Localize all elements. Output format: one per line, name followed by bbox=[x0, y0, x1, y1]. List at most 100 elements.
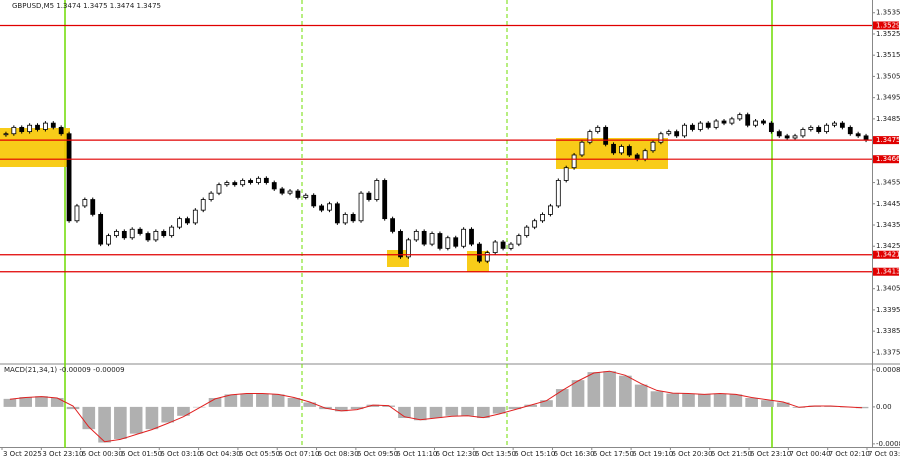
candle bbox=[350, 214, 356, 222]
macd-bar bbox=[50, 397, 64, 407]
candle bbox=[224, 182, 230, 186]
candle bbox=[697, 122, 703, 130]
y-tick-label: 1.3375 bbox=[876, 348, 900, 356]
x-tick-label: 6 Oct 01:50 bbox=[121, 450, 162, 458]
y-tick-label: 1.3405 bbox=[876, 285, 900, 293]
candle bbox=[492, 241, 498, 254]
candle bbox=[358, 192, 364, 222]
candle bbox=[398, 230, 403, 258]
y-tick-label: 1.3515 bbox=[876, 51, 900, 59]
macd-bar bbox=[477, 406, 490, 419]
candle bbox=[437, 233, 443, 249]
level-label: 1.3421 bbox=[876, 251, 900, 259]
candle bbox=[114, 230, 119, 237]
candle bbox=[74, 205, 80, 222]
level-tag bbox=[873, 250, 899, 259]
candle bbox=[66, 133, 72, 222]
candle bbox=[500, 241, 506, 249]
x-tick-label: 7 Oct 03:35 bbox=[868, 450, 900, 458]
x-tick-label: 6 Oct 09:50 bbox=[357, 450, 398, 458]
x-tick-label: 6 Oct 13:50 bbox=[475, 450, 516, 458]
candle bbox=[366, 192, 372, 200]
y-tick-label: 1.3505 bbox=[876, 72, 900, 80]
macd-bar bbox=[666, 393, 680, 407]
candle bbox=[682, 124, 687, 137]
macd-bar bbox=[114, 406, 127, 439]
candle bbox=[200, 199, 206, 211]
macd-bar bbox=[445, 406, 459, 416]
candle bbox=[579, 141, 585, 156]
candle bbox=[855, 133, 861, 137]
candle bbox=[674, 131, 680, 137]
candle bbox=[603, 126, 609, 145]
candle bbox=[800, 129, 806, 137]
level-label: 1.3475 bbox=[876, 136, 900, 144]
x-tick-label: 6 Oct 12:30 bbox=[436, 450, 477, 458]
candle bbox=[832, 122, 837, 126]
macd-bar bbox=[492, 406, 506, 414]
macd-bar bbox=[555, 389, 569, 407]
candle bbox=[106, 235, 111, 245]
macd-bar bbox=[82, 406, 96, 430]
candle bbox=[626, 146, 632, 156]
macd-bar bbox=[145, 406, 159, 430]
macd-bar bbox=[761, 400, 774, 407]
y-tick-label: 1.3425 bbox=[876, 242, 900, 250]
candle bbox=[11, 126, 17, 135]
macd-bar bbox=[413, 406, 427, 421]
candle bbox=[776, 131, 782, 137]
candle bbox=[847, 126, 853, 135]
candle bbox=[461, 228, 467, 247]
zone-box bbox=[387, 250, 409, 267]
candle bbox=[453, 237, 459, 247]
candle bbox=[319, 205, 324, 211]
candle bbox=[405, 239, 411, 258]
candle bbox=[737, 114, 743, 120]
candle bbox=[374, 180, 380, 200]
macd-bar bbox=[19, 397, 32, 407]
level-label: 1.3413 bbox=[876, 268, 900, 276]
y-tick-label: 1.3495 bbox=[876, 94, 900, 102]
candle bbox=[595, 126, 601, 133]
candle bbox=[185, 218, 190, 224]
candle bbox=[153, 230, 159, 241]
candle bbox=[287, 190, 293, 194]
macd-bar bbox=[240, 393, 253, 407]
candle bbox=[413, 230, 419, 241]
candle bbox=[611, 143, 616, 154]
candle bbox=[745, 114, 751, 126]
x-tick-label: 6 Oct 23:10 bbox=[750, 450, 791, 458]
candle bbox=[334, 203, 340, 224]
macd-bar bbox=[224, 394, 238, 407]
candle bbox=[784, 135, 790, 139]
candle bbox=[666, 131, 672, 135]
level-tag bbox=[873, 267, 899, 276]
candle bbox=[137, 228, 143, 234]
x-tick-label: 6 Oct 05:50 bbox=[239, 450, 280, 458]
candle bbox=[524, 226, 530, 237]
candle bbox=[311, 194, 317, 207]
macd-bar bbox=[745, 397, 758, 407]
x-tick-label: 6 Oct 00:30 bbox=[82, 450, 123, 458]
x-tick-label: 6 Oct 03:10 bbox=[160, 450, 201, 458]
candle bbox=[729, 118, 735, 124]
macd-bar bbox=[382, 405, 395, 407]
candle bbox=[587, 131, 593, 143]
candle bbox=[824, 124, 829, 133]
candle bbox=[295, 190, 301, 198]
macd-bar bbox=[619, 375, 632, 407]
candle bbox=[98, 214, 104, 245]
x-tick-label: 6 Oct 21:50 bbox=[711, 450, 752, 458]
candle bbox=[271, 182, 277, 190]
macd-bar bbox=[524, 404, 538, 407]
candle bbox=[634, 154, 640, 160]
macd-bar bbox=[650, 391, 664, 407]
x-tick-label: 6 Oct 04:30 bbox=[200, 450, 241, 458]
macd-bar bbox=[697, 394, 711, 407]
macd-bar bbox=[587, 372, 601, 407]
candle bbox=[563, 167, 569, 181]
candle bbox=[256, 177, 261, 183]
candle bbox=[390, 218, 396, 232]
macd-title: MACD(21,34,1) -0.00009 -0.00009 bbox=[4, 366, 125, 374]
